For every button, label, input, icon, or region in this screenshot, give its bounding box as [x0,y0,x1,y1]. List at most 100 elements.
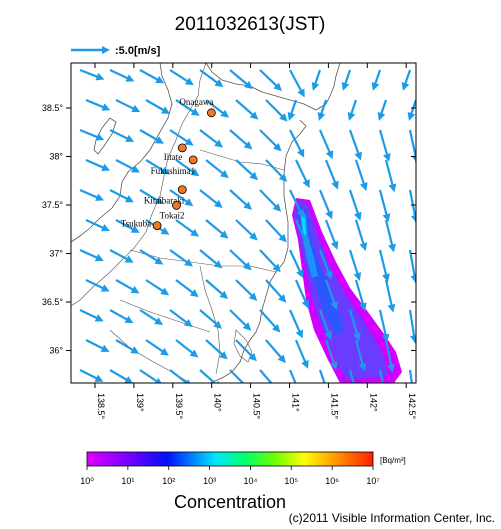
wind-arrow-head [353,393,361,402]
wind-arrow-head [359,302,367,312]
wind-arrow [109,69,131,81]
wind-arrow-head [101,163,111,172]
wind-arrow-head [183,318,193,327]
wind-arrow-head [131,165,141,173]
colorbar-label: Concentration [174,492,286,512]
wind-arrow [354,339,365,367]
lon-tick-label: 140° [213,393,223,412]
wind-arrow-head [154,317,164,326]
wind-arrow-head [347,111,356,121]
wind-arrow-head [248,292,258,301]
wind-arrow-head [354,151,363,161]
wind-arrow-head [131,104,141,113]
wind-arrow [289,69,304,94]
wind-arrow [169,249,190,265]
wind-arrow-head [95,133,105,141]
wind-arrow-head [417,245,425,254]
wind-arrow-head [130,346,140,354]
wind-arrow-head [388,243,396,253]
wind-arrow [384,159,395,188]
wind-arrow [169,189,190,205]
wind-arrow [324,339,336,366]
wind-arrow-head [272,263,281,273]
wind-arrow-head [184,198,194,207]
wind-arrow [139,369,160,383]
wind-arrow [175,279,196,295]
wind-arrow-head [387,364,395,373]
wind-arrow [169,369,189,383]
wind-arrow-head [272,203,282,212]
colorbar-tick-label: 10⁰ [80,476,94,486]
copyright: (c)2011 Visible Information Center, Inc. [288,511,495,525]
wind-arrow [324,219,337,246]
wind-arrow-head [213,199,223,209]
wind-arrow [294,339,308,365]
wind-arrow-head [101,103,111,111]
wind-arrow-head [272,384,280,393]
wind-arrow-head [271,323,281,333]
wind-arrow [288,369,297,383]
lat-tick-label: 36° [49,346,63,356]
colorbar-tick-label: 10⁶ [325,476,339,486]
wind-arrow [414,220,416,227]
wind-arrow [348,309,359,337]
wind-arrow [205,339,225,357]
wind-arrow [139,309,160,324]
wind-arrow [259,189,279,209]
wind-arrow-head [287,111,296,121]
wind-arrow [205,159,226,176]
wind-arrow [414,280,416,288]
wind-arrow-head [190,108,200,116]
site-label: Fukushima1 [151,166,196,176]
wind-arrow-head [249,232,258,241]
wind-arrow-head [124,376,133,383]
wind-arrow-head [100,224,110,232]
wind-arrow-head [190,228,200,237]
wind-arrow-head [154,196,164,205]
wind-arrow-head [278,233,287,243]
lon-tick-label: 139° [135,393,145,412]
wind-arrow [378,189,389,218]
wind-arrow [414,340,416,349]
wind-arrow-head [295,329,304,339]
site-marker [177,143,187,153]
wind-arrow-head [301,359,309,369]
wind-arrow-head [387,303,396,313]
wind-arrow [324,159,338,186]
wind-arrow-head [359,182,368,191]
wind-arrow [265,159,285,180]
wind-arrow-head [219,230,229,239]
wind-arrow-head [325,210,333,220]
wind-arrow-head [297,88,305,98]
wind-arrow [85,279,106,291]
wind-arrow [318,249,331,276]
site-label: Iitate [164,152,183,162]
wind-arrow [295,219,308,245]
lon-tick-label: 141.5° [329,393,339,420]
wind-arrow-head [329,361,338,371]
wind-arrow [414,160,416,166]
lon-tick-label: 142° [368,393,378,412]
wind-arrow [175,219,196,235]
lat-tick-label: 36.5° [42,297,64,307]
wind-arrow [85,219,106,230]
wind-arrow-head [278,294,287,303]
wind-arrow-head [94,374,104,382]
sites: Onagawa Iitate Fukushima1 Kitaibaraki Tokai2… [121,97,216,231]
wind-arrow-head [160,347,169,356]
wind-arrow [295,159,309,185]
wind-arrow [229,249,249,268]
wind-arrow [265,99,285,119]
wind-arrow [145,339,166,354]
wind-arrow-head [189,289,199,298]
lon-tick-label: 140.5° [252,393,262,420]
wind-arrow [109,249,130,262]
wind-arrow [229,69,250,87]
wind-arrow [384,219,394,248]
map-frame [70,62,417,384]
wind-arrow-head [381,333,390,343]
wind-arrow [408,189,416,219]
colorbar-tick-label: 10⁵ [284,476,298,486]
wind-arrow-head [125,74,135,82]
